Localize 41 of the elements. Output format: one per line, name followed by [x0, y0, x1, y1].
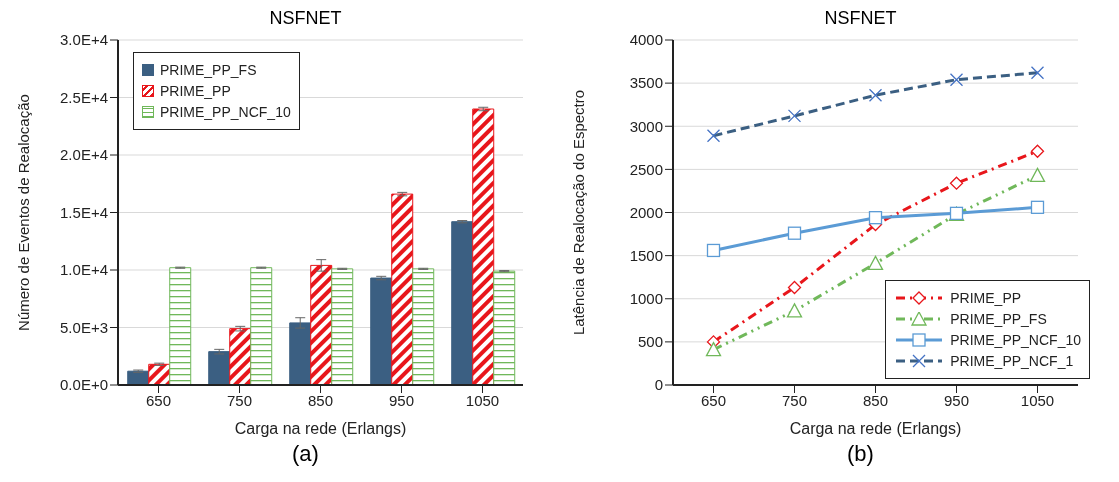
- y-tick-label: 1.5E+4: [60, 203, 108, 221]
- y-tick-label: 3000: [629, 117, 663, 135]
- y-tick-label: 3500: [629, 74, 663, 92]
- legend-label: PRIME_PP_FS: [950, 311, 1047, 327]
- legend-label: PRIME_PP_NCF_10: [950, 332, 1081, 348]
- y-tick-label: 0.0E+0: [60, 376, 108, 394]
- y-tick-label: 1.0E+4: [60, 261, 108, 279]
- y-axis-title: Latência de Realocação do Espectro: [570, 89, 588, 336]
- y-axis-title: Número de Eventos de Realocação: [15, 94, 33, 331]
- y-tick-label: 1000: [629, 290, 663, 308]
- x-tick-label: 1050: [465, 391, 500, 409]
- x-tick-label: 850: [307, 391, 334, 409]
- x-tick-label: 850: [862, 391, 889, 409]
- chart-title: NSFNET: [268, 8, 342, 30]
- text: (a): [291, 440, 319, 468]
- x-tick-label: 750: [226, 391, 253, 409]
- y-tick-label: 1500: [629, 246, 663, 264]
- legend-label: PRIME_PP: [160, 83, 231, 99]
- text: (b): [846, 440, 874, 468]
- y-tick-label: 2.5E+4: [60, 88, 108, 106]
- x-tick-label: 650: [700, 391, 727, 409]
- x-tick-label: 750: [781, 391, 808, 409]
- x-axis-title: Carga na rede (Erlangs): [234, 420, 407, 437]
- x-axis-title: Carga na rede (Erlangs): [789, 420, 962, 437]
- y-tick-label: 2500: [629, 160, 663, 178]
- legend-label: PRIME_PP_FS: [160, 62, 257, 78]
- y-tick-label: 500: [637, 333, 663, 351]
- y-tick-label: 0: [654, 376, 663, 394]
- x-tick-label: 950: [388, 391, 415, 409]
- chart-title: NSFNET: [823, 8, 897, 30]
- legend-label: PRIME_PP: [950, 290, 1022, 306]
- y-tick-label: 2.0E+4: [60, 146, 108, 164]
- y-tick-label: 2000: [629, 203, 663, 221]
- legend-label: PRIME_PP_NCF_10: [160, 104, 291, 120]
- legend-label: PRIME_PP_NCF_1: [950, 353, 1074, 369]
- y-tick-label: 4000: [629, 31, 663, 49]
- x-tick-label: 1050: [1020, 391, 1055, 409]
- y-tick-label: 3.0E+4: [60, 31, 108, 49]
- x-tick-label: 650: [145, 391, 172, 409]
- x-tick-label: 950: [943, 391, 970, 409]
- y-tick-label: 5.0E+3: [60, 318, 108, 336]
